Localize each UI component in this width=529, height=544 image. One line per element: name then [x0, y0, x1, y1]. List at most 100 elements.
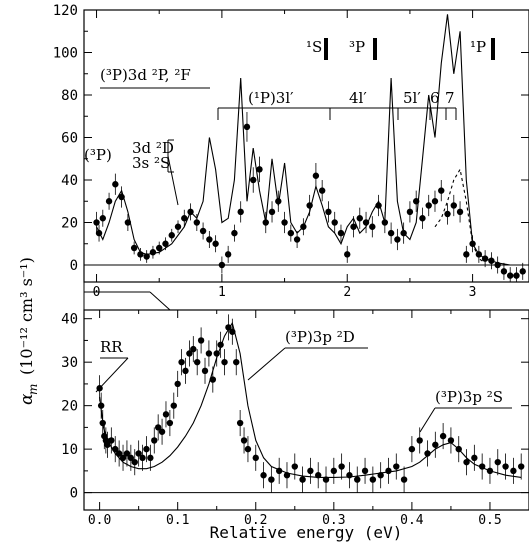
- plot-area: [93, 14, 526, 282]
- y-tick-label: 60: [61, 131, 78, 147]
- data-point: [174, 223, 182, 230]
- data-point: [256, 166, 263, 173]
- y-tick-label: 10: [61, 442, 78, 458]
- data-point: [244, 445, 252, 453]
- top-plot-frame: [83, 9, 529, 283]
- data-point: [131, 458, 138, 466]
- data-point: [212, 240, 219, 247]
- data-point: [502, 463, 509, 470]
- data-point: [194, 358, 201, 366]
- top-axes: 0123020406080100120: [53, 3, 529, 300]
- annotation-label: 5l′: [403, 89, 421, 107]
- data-point: [344, 251, 351, 258]
- annotation-label: 3s ²S: [132, 154, 170, 172]
- data-point: [369, 223, 376, 230]
- data-point: [425, 202, 432, 209]
- data-point: [268, 476, 275, 483]
- data-point: [318, 187, 326, 194]
- data-point: [439, 432, 447, 440]
- data-point: [147, 454, 154, 462]
- data-point: [393, 463, 400, 470]
- bottom-annotations: RR (³P)3p ²D (³P)3p ²S: [95, 328, 512, 433]
- leader-rr: [95, 357, 129, 393]
- annotation-label: 4l′: [349, 89, 367, 107]
- y-tick-label: 40: [61, 312, 78, 328]
- top-data: [93, 14, 526, 282]
- data-point: [240, 437, 248, 444]
- data-point: [307, 467, 314, 475]
- data-point: [385, 467, 392, 475]
- data-point: [330, 467, 338, 475]
- data-point: [293, 236, 301, 243]
- data-point: [450, 202, 457, 209]
- y-tick-label: 80: [61, 88, 78, 104]
- annotation-label: (³P)3p ²D: [285, 328, 355, 346]
- data-point: [494, 458, 501, 466]
- annotation-label: ¹P: [470, 38, 486, 56]
- data-point: [143, 445, 150, 453]
- annotation-label: 3d ²D: [132, 139, 174, 157]
- data-point: [444, 210, 451, 218]
- data-point: [181, 215, 188, 222]
- data-point: [236, 419, 244, 427]
- data-point: [218, 261, 226, 269]
- data-point: [174, 380, 181, 388]
- data-point: [237, 208, 244, 216]
- annotation-label: ³P: [349, 38, 365, 56]
- data-point: [201, 367, 209, 375]
- annotation-label: (³P)3p ²S: [435, 388, 503, 406]
- data-point: [105, 198, 113, 205]
- top-panel: 0123020406080100120 (³P)3d ²P, ²F(¹P)3l′…: [53, 3, 529, 300]
- y-tick-label: 120: [53, 3, 78, 19]
- data-point: [424, 450, 431, 457]
- data-point: [99, 215, 107, 222]
- data-point: [275, 198, 282, 205]
- y-tick-label: 20: [61, 399, 78, 415]
- annotation-label: 6: [430, 89, 440, 107]
- data-point: [250, 176, 257, 184]
- annotation-label: RR: [100, 338, 123, 356]
- marker-3P: [373, 38, 377, 60]
- data-point: [432, 441, 439, 448]
- data-point: [182, 367, 189, 375]
- data-point: [199, 227, 207, 235]
- data-point: [356, 215, 363, 222]
- y-label-subscript: m: [26, 384, 40, 395]
- bottom-axes: 0.0 0.1 0.2 0.3 0.4 0.5 0 10 20 30 40: [61, 310, 529, 528]
- x-tick-label: 2: [343, 285, 351, 300]
- data-point: [135, 450, 142, 457]
- data-point: [115, 450, 123, 457]
- data-point: [108, 437, 115, 444]
- x-tick-label: 0.1: [166, 513, 189, 528]
- y-tick-label: 40: [61, 173, 78, 189]
- y-tick-label: 0: [70, 486, 78, 502]
- y-tick-label: 30: [61, 355, 78, 371]
- annotation-label: (³P): [84, 146, 112, 164]
- top-annotations: (³P)3d ²P, ²F (¹P)3l′ 4l′ 5l′ 6 7 (³P) 3d ²D3s …: [84, 38, 495, 206]
- data-point: [438, 187, 445, 194]
- data-point: [206, 236, 213, 243]
- data-point: [190, 345, 197, 353]
- data-point: [463, 458, 470, 466]
- data-point: [331, 219, 338, 226]
- data-point: [322, 476, 330, 483]
- data-point: [291, 463, 298, 470]
- marker-1P: [491, 38, 495, 60]
- data-point: [168, 232, 175, 239]
- data-point: [338, 463, 345, 470]
- data-point: [166, 419, 174, 427]
- data-point: [463, 251, 470, 258]
- data-point: [354, 476, 361, 483]
- x-tick-label: 1: [218, 285, 226, 300]
- data-point: [431, 198, 439, 205]
- leader-3d2d: [167, 155, 179, 206]
- data-point: [127, 454, 135, 462]
- data-point: [260, 472, 267, 479]
- x-tick-label: 0.4: [400, 513, 424, 528]
- data-point: [500, 268, 508, 275]
- data-point: [139, 454, 146, 462]
- data-point: [186, 350, 193, 357]
- data-point: [406, 208, 414, 216]
- data-point: [178, 358, 185, 366]
- x-tick-label: 0.0: [88, 513, 111, 528]
